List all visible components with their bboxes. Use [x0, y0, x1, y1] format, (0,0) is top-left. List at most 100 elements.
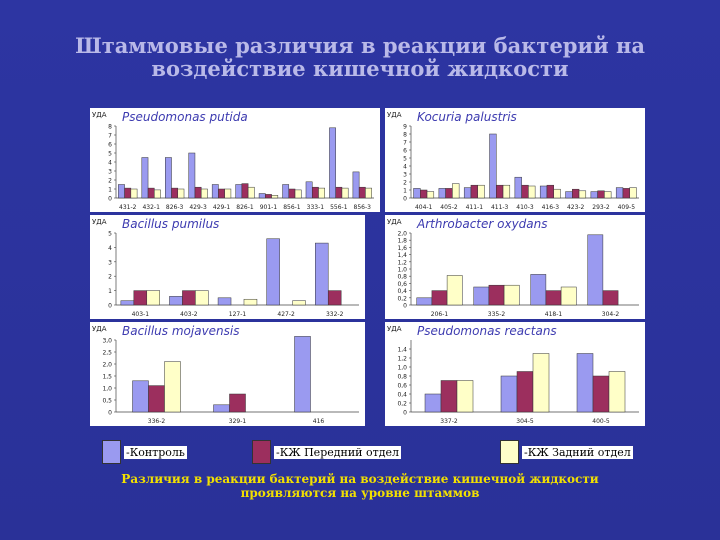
y-tick-label: 5 [108, 151, 112, 158]
bar-856-3-s1 [358, 186, 366, 199]
y-axis-label: УДА [387, 111, 402, 119]
bar-429-1-s1 [218, 188, 225, 199]
y-tick-label: 1,4 [397, 347, 407, 354]
legend-item-back: -КЖ Задний отдел [500, 440, 633, 464]
y-tick-label: 2,5 [102, 350, 112, 357]
bar-418-1-s1 [545, 290, 562, 306]
bar-826-3-s0 [165, 157, 172, 199]
bar-403-1-s0 [120, 300, 135, 306]
chart-title: Bacillus pumilus [122, 217, 219, 231]
y-tick-label: 1,8 [397, 238, 407, 245]
bar-826-1-s2 [247, 186, 255, 199]
bar-333-1-s0 [305, 181, 313, 199]
bar-431-2-s2 [130, 188, 138, 199]
bar-901-1-s2 [271, 195, 279, 199]
bar-856-1-s2 [294, 189, 302, 199]
y-tick-label: 9 [403, 124, 407, 131]
bar-411-1-s1 [470, 184, 478, 199]
bar-431-2-s1 [124, 187, 132, 199]
bar-337-2-s1 [440, 380, 458, 413]
bar-403-2-s2 [195, 290, 209, 306]
y-tick-label: 0 [108, 196, 112, 203]
bar-556-1-s1 [335, 186, 343, 199]
bar-427-2-s2 [292, 300, 306, 306]
bar-429-1-s2 [224, 188, 232, 199]
x-tick-label: 206-1 [431, 311, 449, 318]
bar-400-5-s1 [592, 375, 610, 413]
x-tick-label: 410-3 [516, 204, 534, 211]
y-tick-label: 0,8 [397, 374, 407, 381]
slide-footer: Различия в реакции бактерий на воздейств… [60, 472, 660, 500]
bar-409-5-s0 [615, 187, 624, 199]
y-tick-label: 0,8 [397, 274, 407, 281]
y-tick-label: 0 [403, 303, 407, 310]
y-tick-label: 0,2 [397, 295, 407, 302]
y-tick-label: 6 [108, 142, 112, 149]
bar-409-5-s2 [629, 187, 637, 199]
x-tick-label: 293-2 [592, 204, 610, 211]
bar-411-1-s0 [463, 187, 472, 199]
x-tick-label: 556-1 [330, 204, 348, 211]
x-tick-label: 901-1 [260, 204, 278, 211]
bar-856-3-s2 [365, 187, 372, 199]
bar-335-2-s0 [473, 286, 490, 306]
bar-400-5-s0 [576, 353, 594, 413]
legend-swatch-control [102, 440, 121, 464]
chart-title: Kocuria palustris [417, 110, 517, 124]
bar-826-3-s2 [177, 188, 185, 199]
y-tick-label: 1,0 [102, 386, 112, 393]
x-tick-label: 333-1 [307, 204, 325, 211]
bar-826-1-s1 [241, 183, 249, 199]
y-tick-label: 1,6 [397, 245, 407, 252]
x-tick-label: 403-2 [180, 311, 198, 318]
chart-title: Arthrobacter oxydans [416, 217, 548, 231]
bar-335-2-s1 [488, 284, 505, 306]
x-tick-label: 403-1 [132, 311, 150, 318]
x-tick-label: 304-5 [516, 418, 534, 425]
y-tick-label: 0,2 [397, 401, 407, 408]
y-tick-label: 7 [403, 140, 407, 147]
bar-127-1-s0 [217, 297, 232, 306]
x-tick-label: 418-1 [545, 311, 563, 318]
x-tick-label: 423-2 [567, 204, 585, 211]
y-tick-label: 4 [108, 245, 112, 252]
bar-337-2-s0 [424, 393, 442, 413]
x-tick-label: 336-2 [148, 418, 166, 425]
bar-432-1-s2 [154, 189, 161, 199]
x-tick-label: 335-2 [488, 311, 506, 318]
chart-title: Pseudomonas reactans [417, 324, 557, 338]
bar-416-3-s0 [539, 185, 548, 199]
y-axis-label: УДА [92, 325, 107, 333]
y-tick-label: 1 [108, 187, 112, 194]
bar-901-1-s1 [265, 194, 272, 199]
bar-826-1-s0 [235, 184, 243, 199]
y-tick-label: 2 [108, 274, 112, 281]
x-tick-label: 416-3 [542, 204, 560, 211]
legend: -Контроль -КЖ Передний отдел -КЖ Задний … [100, 440, 660, 470]
bar-304-5-s1 [516, 371, 534, 413]
x-tick-label: 127-1 [229, 311, 247, 318]
y-tick-label: 2,0 [102, 362, 112, 369]
x-tick-label: 409-5 [618, 204, 636, 211]
bar-423-2-s0 [565, 191, 573, 199]
bar-416-s0 [294, 336, 311, 413]
bar-332-2-s1 [327, 290, 342, 306]
bar-418-1-s0 [530, 274, 547, 306]
bar-333-1-s1 [311, 186, 319, 199]
y-tick-label: 1 [108, 288, 112, 295]
y-tick-label: 3 [108, 259, 112, 266]
y-tick-label: 4 [108, 160, 112, 167]
bar-429-3-s0 [188, 152, 196, 199]
bar-405-2-s2 [452, 183, 460, 199]
bar-410-3-s1 [521, 184, 529, 199]
bar-411-3-s1 [496, 184, 504, 199]
footer-line-1: Различия в реакции бактерий на воздейств… [121, 472, 599, 486]
x-tick-label: 304-2 [602, 311, 620, 318]
y-tick-label: 3,0 [102, 338, 112, 345]
chart-title: Bacillus mojavensis [122, 324, 240, 338]
chart-svg-bacillus-mojavensis: УДА Bacillus mojavensis 0 0,5 1,0 1,5 2,0 2,5 3,… [92, 324, 359, 425]
title-line-1: Штаммовые различия в реакции бактерий на [75, 33, 645, 58]
x-tick-label: 411-1 [466, 204, 484, 211]
y-tick-label: 0,6 [397, 383, 407, 390]
